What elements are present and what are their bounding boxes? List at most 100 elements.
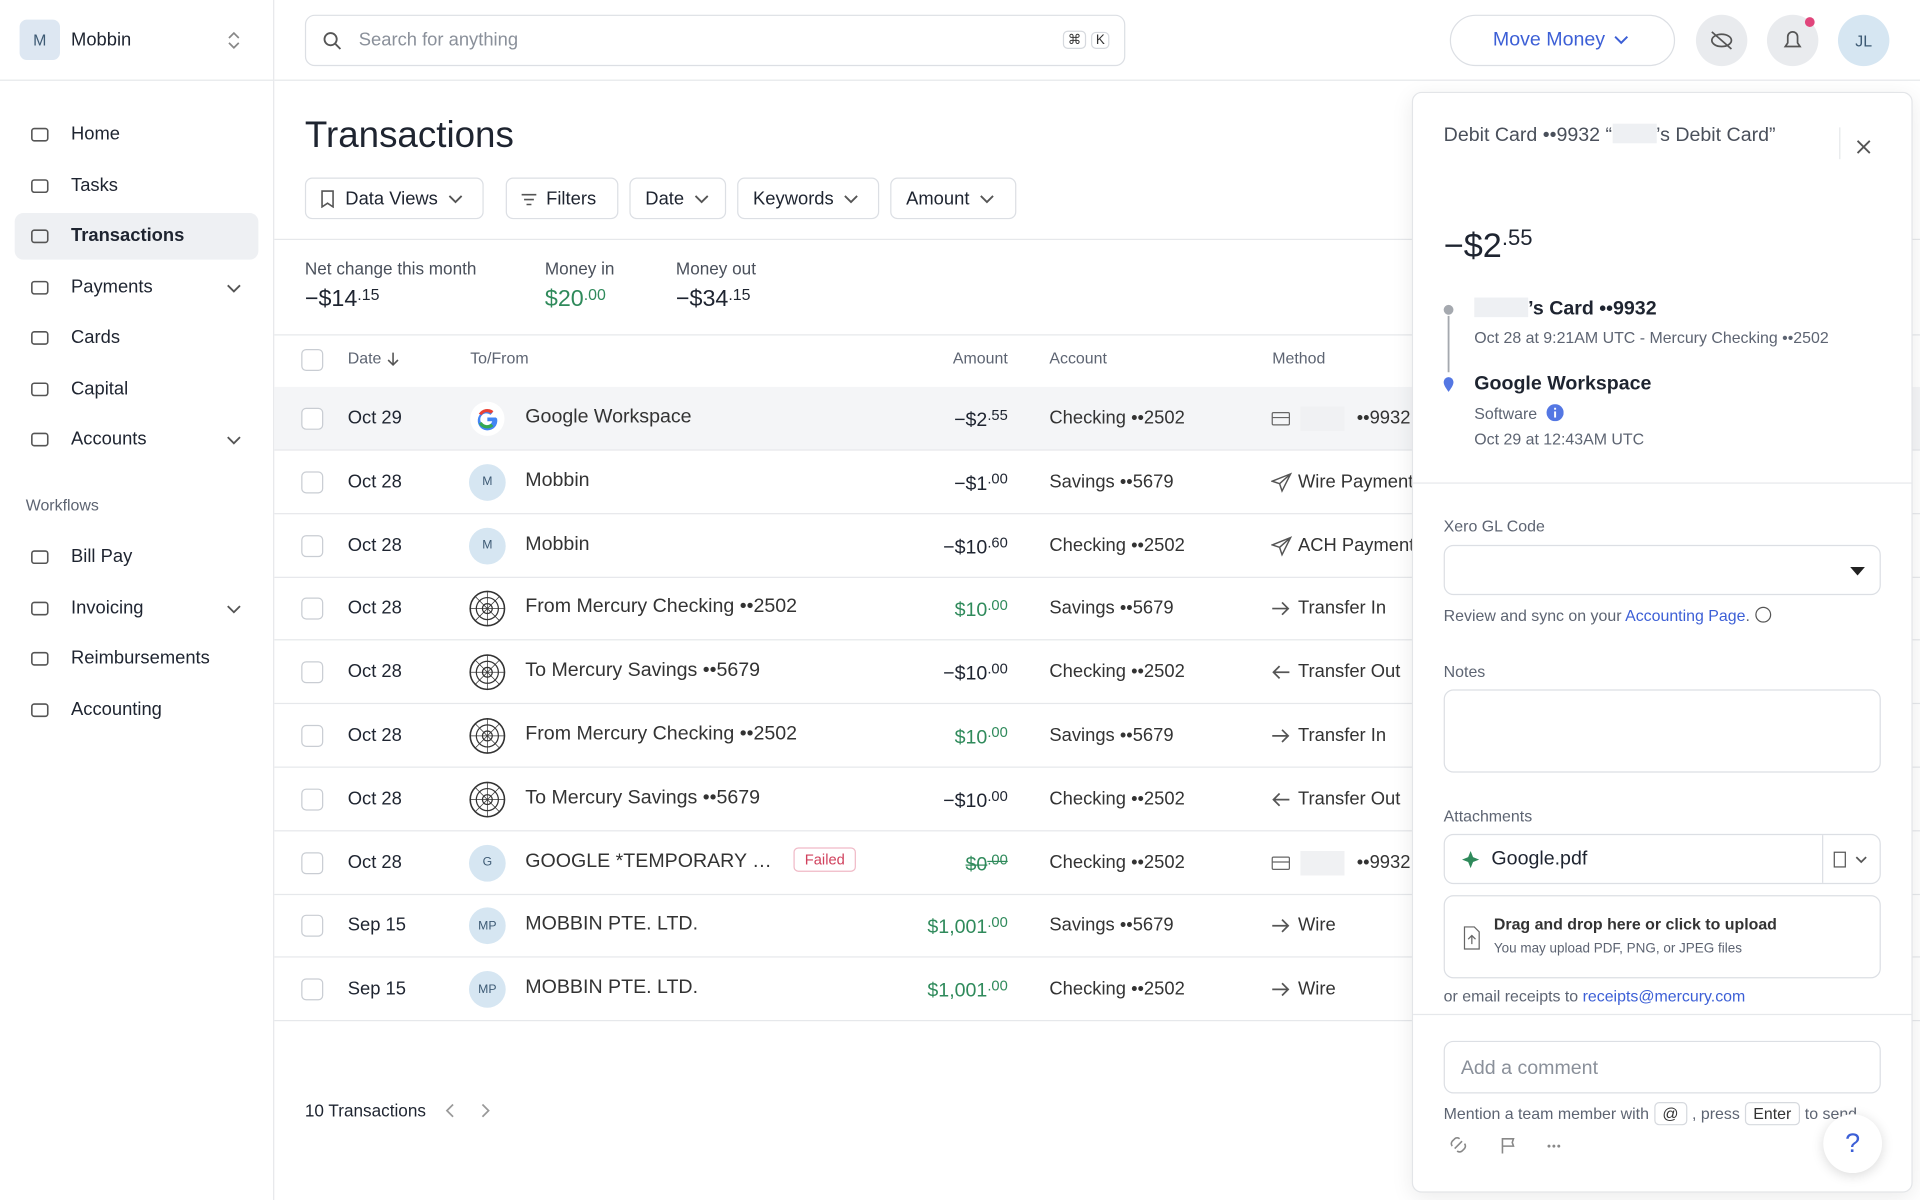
nav-item[interactable]: Bill Pay [71,546,133,567]
redacted [1474,297,1529,318]
account: Savings ••5679 [1049,471,1174,492]
table-row[interactable] [274,958,1920,1022]
pagination[interactable] [438,1100,499,1122]
nav-item[interactable]: Home [71,123,121,145]
column-header[interactable]: Date [347,348,382,368]
file-menu[interactable] [1832,850,1876,870]
filter-button[interactable]: Keywords [737,177,880,220]
checkbox[interactable] [301,724,324,747]
method: Wire Payment [1297,471,1414,492]
account: Checking ••2502 [1049,407,1185,429]
account: Checking ••2502 [1049,534,1185,556]
table-row[interactable] [274,894,1920,959]
nav-item[interactable]: Reimbursements [71,648,210,670]
key: @ [1653,1102,1688,1126]
org-switch[interactable] [225,29,242,51]
nav-item[interactable]: Payments [71,276,153,297]
comment-actions[interactable] [1450,1135,1572,1157]
nav-item[interactable]: Transactions [71,225,185,247]
amount-main: −$2 [954,410,988,432]
notes-input[interactable] [1443,689,1881,773]
table-row[interactable] [274,577,1920,641]
nav-item[interactable]: Accounting [71,699,162,721]
table-row[interactable] [274,514,1920,578]
table-row[interactable] [274,704,1920,768]
checkbox[interactable] [301,915,324,938]
filter-button[interactable]: Date [629,177,727,220]
to-name: Google Workspace [1474,373,1652,395]
table-row[interactable] [274,450,1920,515]
table-row[interactable] [274,768,1920,832]
info-icon[interactable] [1546,404,1564,422]
help-icon[interactable] [1754,606,1771,623]
avatar: MP [468,971,506,1008]
date: Sep 15 [347,978,406,1000]
page-title: Transactions [304,115,514,156]
title-text: ’s Debit Card” [1656,124,1776,146]
checkbox[interactable] [301,661,324,684]
nav-item[interactable]: Capital [71,377,129,399]
icon [469,654,506,691]
date: Oct 28 [347,851,402,873]
amount-cents: .55 [987,406,1008,424]
shortcut: ⌘ K [1060,30,1112,49]
attachment-file[interactable]: Google.pdf [1443,833,1881,885]
move-money-button[interactable]: Move Money [1449,14,1676,67]
search-box[interactable] [304,14,1126,67]
nav-item[interactable]: Invoicing [71,597,144,618]
table-row[interactable] [274,641,1920,705]
checkbox[interactable] [301,534,324,557]
user-avatar[interactable]: JL [1837,14,1890,67]
icon [387,352,399,367]
amount-main: −$10 [943,663,988,685]
filter-button[interactable]: Data Views [304,177,484,220]
nav-item[interactable]: Tasks [71,174,118,196]
checkbox[interactable] [301,978,324,1001]
checkbox[interactable] [301,598,324,621]
amount: $10.00 [955,597,1008,623]
privacy-button[interactable] [1695,14,1748,67]
date: Sep 15 [347,915,406,936]
icon [469,717,506,754]
email-link[interactable]: receipts@mercury.com [1582,986,1746,1006]
avatar: MP [468,907,506,945]
org-name[interactable]: Mobbin [71,29,132,51]
checkbox[interactable] [301,788,324,811]
comment-input[interactable]: Add a comment [1443,1040,1881,1094]
upload-title: Drag and drop here or click to upload [1493,914,1777,934]
table-row[interactable] [274,831,1920,895]
redacted [1612,123,1657,144]
summary-value: $20.00 [545,285,606,313]
method: ACH Payment [1297,534,1415,556]
checkbox[interactable] [301,348,324,372]
date: Oct 28 [347,788,402,810]
email-text: or email receipts to [1443,986,1579,1006]
file-name: Google.pdf [1491,848,1588,870]
upload-subtitle: You may upload PDF, PNG, or JPEG files [1493,941,1742,957]
icon [31,601,49,616]
nav-item[interactable]: Cards [71,326,121,348]
name: GOOGLE *TEMPORARY … [525,850,772,872]
counterparty: To Mercury Savings ••5679 [525,660,760,682]
accounting-link[interactable]: Accounting Page [1625,606,1746,625]
date: Oct 28 [347,534,402,556]
gl-select[interactable] [1443,544,1881,596]
checkbox[interactable] [301,851,324,874]
checkbox[interactable] [301,407,324,430]
counterparty: MOBBIN PTE. LTD. [525,977,698,999]
notifications-button[interactable] [1766,14,1819,67]
close-button[interactable] [1855,138,1872,155]
nav-item[interactable]: Accounts [71,428,147,450]
icon [1271,535,1293,557]
checkbox[interactable] [301,471,324,494]
upload-zone[interactable]: Drag and drop here or click to upload Yo… [1443,895,1881,979]
panel-title: Debit Card ••9932 “ ’s Debit Card” [1444,120,1811,151]
filter-button[interactable]: Filters [505,177,619,220]
column-header: Amount [952,348,1008,368]
icon [31,331,49,345]
amount-main: $1,001 [927,917,988,939]
help-button[interactable]: ? [1823,1114,1883,1174]
filter-button[interactable]: Amount [890,177,1017,220]
account: Checking ••2502 [1049,978,1185,1000]
